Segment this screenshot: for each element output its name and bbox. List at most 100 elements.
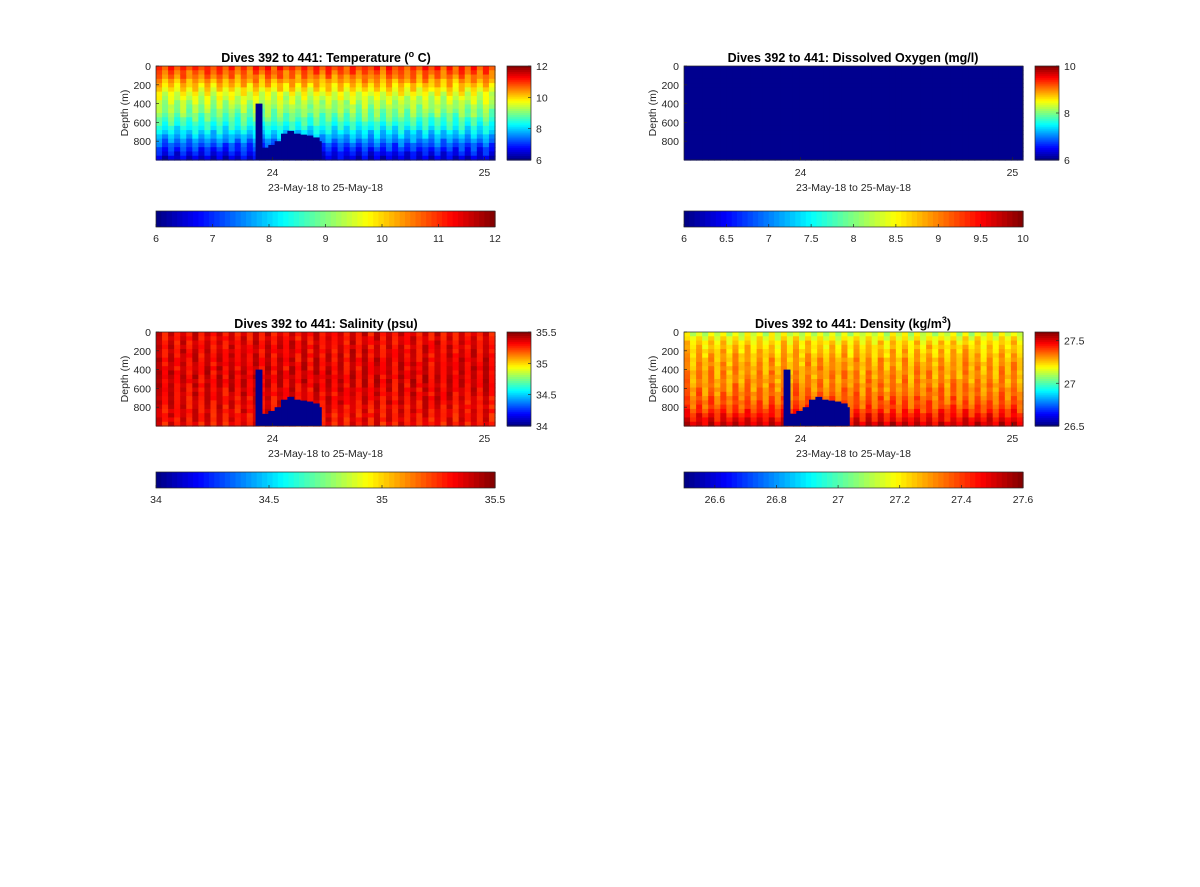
heatmap-cell (690, 357, 697, 363)
heatmap-cell (859, 396, 867, 401)
heatmap-cell (859, 134, 867, 140)
heatmap-cell (980, 108, 988, 114)
heatmap-cell (216, 370, 224, 376)
heatmap-cell (732, 147, 740, 153)
heatmap-cell (799, 404, 806, 410)
heatmap-cell (458, 125, 466, 131)
heatmap-cell (805, 117, 812, 123)
heatmap-cell (823, 344, 830, 350)
heatmap-cell (780, 340, 788, 346)
heatmap-cell (234, 78, 242, 84)
heatmap-cell (222, 349, 230, 354)
colorbar-segment (917, 211, 923, 227)
heatmap-cell (289, 104, 296, 110)
heatmap-cell (289, 374, 296, 380)
heatmap-cell (180, 78, 187, 84)
heatmap-cell (392, 366, 399, 372)
heatmap-cell (446, 332, 454, 337)
heatmap-cell (841, 387, 849, 393)
colorbar-segment (293, 211, 300, 227)
heatmap-cell (307, 100, 314, 106)
heatmap-cell (895, 87, 903, 93)
heatmap-cell (744, 66, 752, 71)
heatmap-cell (386, 408, 393, 414)
heatmap-cell (422, 108, 430, 114)
heatmap-cell (186, 95, 193, 101)
heatmap-cell (186, 121, 193, 127)
heatmap-cell (168, 66, 175, 71)
heatmap-cell (343, 387, 351, 393)
heatmap-cell (738, 361, 746, 367)
heatmap-cell (313, 91, 321, 97)
heatmap-cell (343, 130, 351, 135)
heatmap-cell (944, 87, 951, 93)
heatmap-cell (877, 138, 885, 144)
heatmap-cell (811, 357, 818, 363)
heatmap-cell (398, 142, 405, 148)
colorbar-segment (251, 472, 258, 488)
heatmap-cell (367, 379, 375, 384)
heatmap-cell (871, 83, 879, 88)
heatmap-cell (349, 155, 357, 161)
heatmap-cell (410, 344, 417, 350)
heatmap-cell (938, 91, 945, 97)
heatmap-cell (301, 379, 308, 384)
heatmap-cell (295, 344, 302, 350)
heatmap-cell (774, 353, 782, 359)
heatmap-cell (452, 408, 460, 414)
heatmap-cell (732, 138, 740, 144)
heatmap-cell (774, 70, 782, 76)
heatmap-cell (252, 336, 260, 342)
colorbar-segment (299, 472, 305, 488)
missing-data-region (255, 369, 322, 426)
heatmap-cell (234, 387, 242, 393)
colorbar-segment (230, 211, 237, 227)
heatmap-cell (853, 138, 861, 144)
heatmap-cell (756, 113, 764, 118)
heatmap-cell (283, 344, 290, 350)
heatmap-cell (440, 332, 448, 337)
heatmap-cell (720, 349, 727, 354)
heatmap-cell (410, 78, 417, 84)
heatmap-cell (228, 142, 236, 148)
heatmap-cell (452, 336, 460, 342)
colorbar-segment (256, 211, 263, 227)
colorbar-segment (507, 71, 531, 75)
heatmap-cell (684, 357, 691, 363)
heatmap-cell (210, 383, 218, 389)
heatmap-cell (690, 332, 697, 337)
heatmap-cell (331, 408, 339, 414)
heatmap-cell (774, 396, 782, 401)
heatmap-cell (708, 66, 715, 71)
heatmap-cell (817, 121, 824, 127)
colorbar-segment (299, 211, 305, 227)
heatmap-cell (240, 113, 248, 118)
heatmap-cell (998, 134, 1006, 140)
heatmap-cell (307, 370, 314, 376)
heatmap-cell (392, 408, 399, 414)
heatmap-cell (319, 379, 327, 384)
heatmap-cell (744, 391, 752, 397)
heatmap-cell (252, 95, 260, 101)
heatmap-cell (696, 374, 703, 380)
heatmap-cell (696, 400, 703, 406)
heatmap-cell (452, 387, 460, 393)
heatmap-cell (361, 391, 369, 397)
heatmap-cell (690, 370, 697, 376)
heatmap-cell (768, 151, 776, 157)
heatmap-cell (337, 379, 345, 384)
heatmap-cell (968, 117, 976, 123)
heatmap-cell (301, 70, 308, 76)
heatmap-cell (786, 357, 794, 363)
heatmap-cell (186, 361, 193, 367)
heatmap-cell (883, 138, 891, 144)
heatmap-cell (446, 396, 454, 401)
heatmap-cell (264, 138, 272, 144)
heatmap-cell (337, 349, 345, 354)
heatmap-cell (950, 113, 958, 118)
heatmap-cell (271, 74, 278, 80)
heatmap-cell (446, 100, 454, 106)
heatmap-cell (434, 142, 442, 148)
heatmap-cell (847, 87, 855, 93)
heatmap-cell (714, 374, 721, 380)
